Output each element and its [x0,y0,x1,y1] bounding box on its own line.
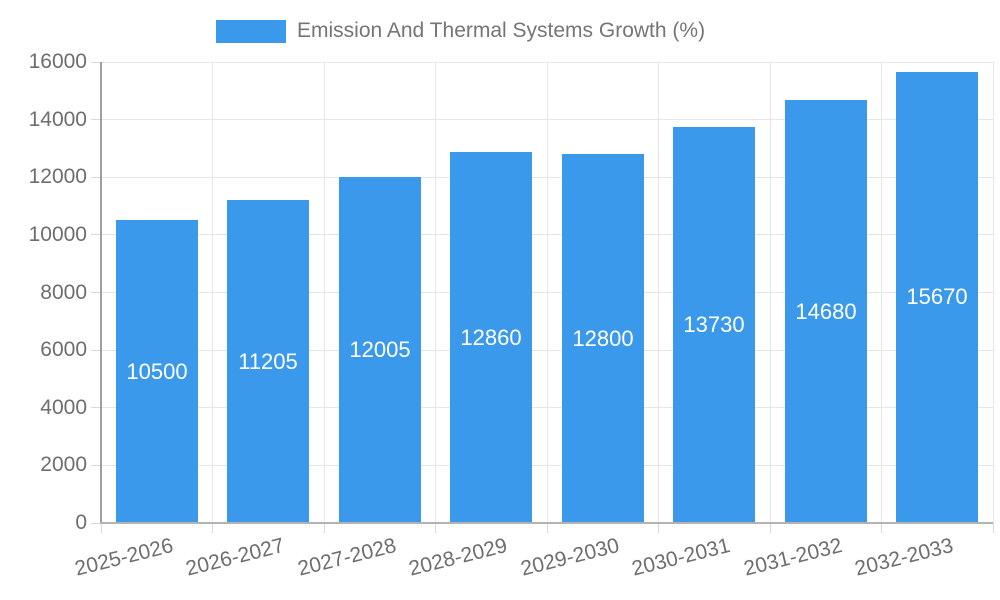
y-tick [91,522,100,524]
y-axis-tick-label: 16000 [28,50,87,73]
v-gridline [992,62,994,523]
x-tick [658,523,659,533]
y-axis-tick-label: 12000 [28,165,87,189]
y-tick [91,176,100,178]
legend-swatch-icon [216,19,286,43]
bar-2030-2031[interactable]: 13730 [673,127,755,523]
bar-value-label: 15670 [906,284,968,310]
v-gridline [881,62,882,523]
bar-value-label: 11205 [238,348,298,374]
x-tick [212,523,213,533]
y-axis-tick-label: 8000 [40,280,87,304]
y-axis-tick-label: 14000 [28,107,87,131]
y-axis-tick-label: 0 [75,511,87,534]
x-tick [881,523,882,533]
x-tick [100,523,102,533]
v-gridline [769,62,771,523]
v-gridline [435,62,436,523]
v-gridline [212,62,213,523]
bar-value-label: 12005 [349,337,411,363]
bar-value-label: 13730 [683,312,745,338]
y-axis-tick-label: 4000 [40,395,87,419]
y-tick [91,349,100,351]
plot-area: 10500 11205 12005 12860 12800 13730 14680 15670… [29,50,994,581]
y-tick [91,407,100,409]
x-tick [435,523,436,533]
bar-2026-2027[interactable]: 11205 [227,200,309,523]
v-gridline [323,62,325,523]
x-axis-line [100,522,993,524]
y-tick [91,292,100,293]
y-tick [91,119,100,121]
x-tick [769,523,771,533]
y-tick [91,234,100,236]
y-axis-tick-label: 6000 [40,338,87,362]
x-tick [546,523,548,533]
bar-value-label: 14680 [795,298,857,324]
bar-2032-2033[interactable]: 15670 [896,71,978,523]
y-tick [91,61,100,63]
bar-2025-2026[interactable]: 10500 [116,220,198,523]
v-gridline [658,62,659,523]
x-tick [992,523,994,533]
chart-legend[interactable]: Emission And Thermal Systems Growth (%) [216,19,705,43]
y-axis-line [100,62,102,523]
y-tick [91,464,100,466]
bar-2028-2029[interactable]: 12860 [450,152,532,523]
bar-2031-2032[interactable]: 14680 [785,100,867,523]
bar-2029-2030[interactable]: 12800 [562,154,644,523]
y-axis-tick-label: 2000 [40,453,87,477]
bar-value-label: 12800 [572,325,634,351]
legend-label: Emission And Thermal Systems Growth (%) [297,19,706,42]
bar-2027-2028[interactable]: 12005 [339,177,421,523]
bar-value-label: 10500 [126,358,188,384]
x-tick [323,523,325,533]
y-axis-tick-label: 10000 [28,222,87,246]
v-gridline [546,62,548,523]
bar-value-label: 12860 [460,324,522,350]
